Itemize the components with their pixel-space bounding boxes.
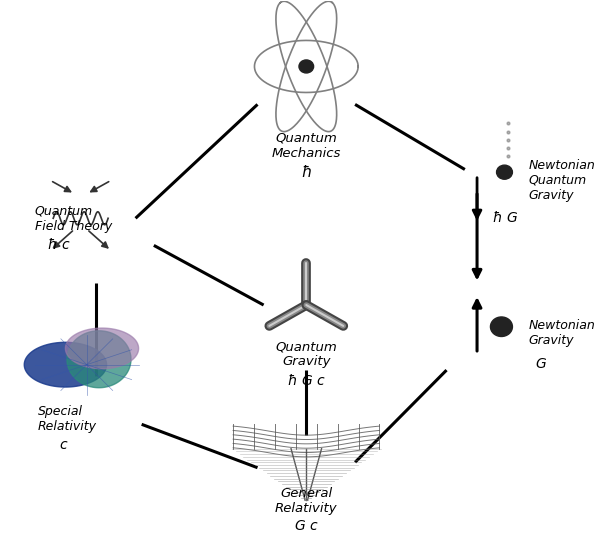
Text: $G \ c$: $G \ c$	[294, 519, 319, 533]
Text: General
Relativity: General Relativity	[275, 487, 338, 514]
Text: Special
Relativity: Special Relativity	[38, 405, 97, 433]
Text: $\hbar$: $\hbar$	[301, 164, 312, 180]
Circle shape	[496, 165, 512, 179]
Text: Quantum
Mechanics: Quantum Mechanics	[272, 131, 341, 160]
Text: $G$: $G$	[535, 356, 547, 371]
Polygon shape	[65, 328, 138, 369]
Text: $c$: $c$	[59, 438, 69, 452]
Polygon shape	[67, 331, 131, 387]
Circle shape	[299, 60, 314, 73]
Text: Quantum
Field Theory: Quantum Field Theory	[35, 205, 112, 233]
Text: $\hbar \ G$: $\hbar \ G$	[492, 210, 518, 225]
Circle shape	[490, 317, 512, 336]
Text: Newtonian
Gravity: Newtonian Gravity	[529, 319, 596, 347]
Polygon shape	[24, 342, 106, 387]
Text: Quantum
Gravity: Quantum Gravity	[276, 340, 337, 368]
Text: $\hbar \ c$: $\hbar \ c$	[47, 237, 71, 252]
Text: $\hbar \ G \ c$: $\hbar \ G \ c$	[287, 373, 326, 388]
Text: Newtonian
Quantum
Gravity: Newtonian Quantum Gravity	[529, 159, 596, 202]
